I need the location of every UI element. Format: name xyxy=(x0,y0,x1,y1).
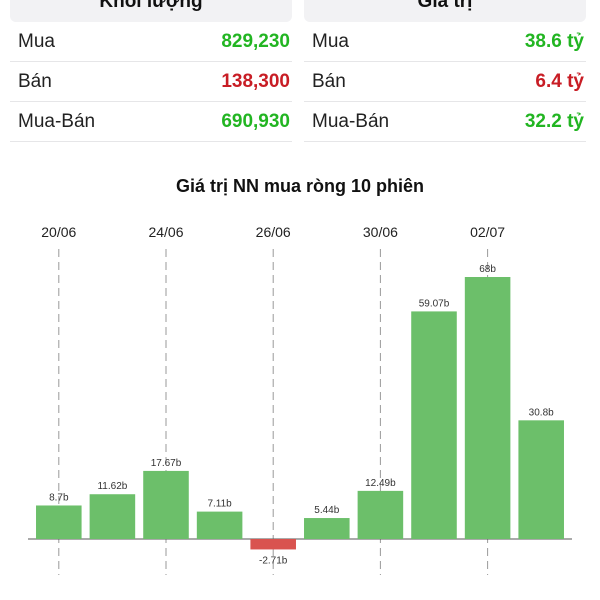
row-value: 38.6 tỷ xyxy=(524,30,584,52)
row-label: Mua-Bán xyxy=(18,110,96,132)
x-tick-label: 20/06 xyxy=(41,224,76,240)
row-value: 690,930 xyxy=(221,110,290,132)
volume-row-net: Mua-Bán 690,930 xyxy=(10,102,292,142)
bar-data-label: 5.44b xyxy=(314,505,339,516)
bar-data-label: 7.11b xyxy=(207,499,232,510)
bar-data-label: 59.07b xyxy=(419,298,450,309)
value-rows: Mua 38.6 tỷ Bán 6.4 tỷ Mua-Bán 32.2 tỷ xyxy=(304,22,586,142)
bar[interactable] xyxy=(250,539,296,550)
volume-panel: Khối lượng Mua 829,230 Bán 138,300 Mua-B… xyxy=(10,0,292,144)
value-row-net: Mua-Bán 32.2 tỷ xyxy=(304,102,586,142)
bar[interactable] xyxy=(143,470,189,539)
bar-data-label: 12.49b xyxy=(365,478,396,489)
bar-data-label: 30.8b xyxy=(529,407,554,418)
bar-data-label: 17.67b xyxy=(151,458,182,469)
row-label: Mua-Bán xyxy=(312,110,390,132)
net-buy-bar-chart: 20/06 24/06 26/06 30/06 02/07 8.7b 11.62b 17.67… xyxy=(28,224,572,575)
row-value: 138,300 xyxy=(221,70,290,92)
value-panel: Giá trị Mua 38.6 tỷ Bán 6.4 tỷ Mua-Bán 3… xyxy=(304,0,586,144)
bar-data-label: -2.71b xyxy=(259,555,288,566)
volume-row-sell: Bán 138,300 xyxy=(10,62,292,102)
volume-rows: Mua 829,230 Bán 138,300 Mua-Bán 690,930 xyxy=(10,22,292,142)
x-tick-label: 30/06 xyxy=(363,224,398,240)
value-panel-title: Giá trị xyxy=(304,0,586,22)
chart-title: Giá trị NN mua ròng 10 phiên xyxy=(175,176,425,196)
bar-data-label: 8.7b xyxy=(49,492,69,503)
volume-row-buy: Mua 829,230 xyxy=(10,22,292,62)
bar[interactable] xyxy=(518,420,564,539)
value-row-buy: Mua 38.6 tỷ xyxy=(304,22,586,62)
x-tick-label: 24/06 xyxy=(148,224,183,240)
bar[interactable] xyxy=(304,518,350,539)
row-label: Mua xyxy=(312,30,349,52)
value-row-sell: Bán 6.4 tỷ xyxy=(304,62,586,102)
bar[interactable] xyxy=(411,311,457,539)
bar[interactable] xyxy=(89,494,136,539)
row-label: Mua xyxy=(18,30,55,52)
row-label: Bán xyxy=(312,70,346,92)
x-tick-label: 26/06 xyxy=(256,224,291,240)
bar-data-label: 68b xyxy=(479,264,496,275)
bar[interactable] xyxy=(464,277,511,539)
x-tick-label: 02/07 xyxy=(470,224,505,240)
bar-data-label: 11.62b xyxy=(97,481,127,492)
row-label: Bán xyxy=(18,70,52,92)
row-value: 6.4 tỷ xyxy=(535,70,584,92)
row-value: 32.2 tỷ xyxy=(524,110,584,132)
row-value: 829,230 xyxy=(221,30,290,52)
bar[interactable] xyxy=(36,505,82,539)
bar[interactable] xyxy=(196,511,243,539)
volume-panel-title: Khối lượng xyxy=(10,0,292,22)
bar[interactable] xyxy=(357,490,404,539)
